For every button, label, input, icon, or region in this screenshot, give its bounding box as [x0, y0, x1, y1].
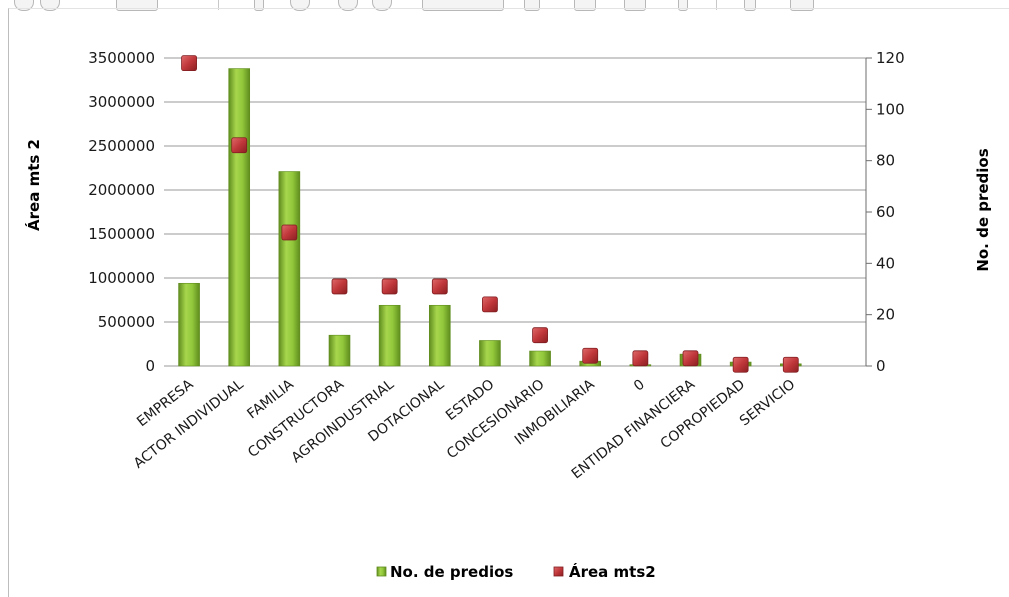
- bar: [529, 350, 551, 367]
- y-tick-label-left: 2000000: [88, 181, 155, 199]
- marker-series: [181, 55, 799, 373]
- legend: No. de predios Área mts2: [376, 562, 656, 581]
- marker-point: [281, 224, 298, 241]
- grid-icon[interactable]: [524, 0, 540, 11]
- input-box[interactable]: [422, 0, 504, 11]
- bar-series: [178, 68, 802, 367]
- marker-point: [582, 347, 599, 364]
- bar: [178, 282, 200, 367]
- bar: [278, 171, 301, 367]
- legend-swatch-bars: [376, 566, 387, 577]
- bar: [328, 334, 351, 367]
- marker-point: [431, 278, 448, 295]
- y-tick-label-left: 500000: [98, 313, 155, 331]
- marker-point: [331, 278, 348, 295]
- y-tick-label-right: 100: [876, 100, 905, 118]
- marker-point: [782, 356, 799, 373]
- y-axis-title-left: Área mts 2: [24, 139, 43, 231]
- align-icon[interactable]: [574, 0, 596, 11]
- y-tick-label-left: 3500000: [88, 49, 155, 67]
- y-tick-label-left: 0: [145, 357, 155, 375]
- marker-point: [231, 137, 248, 154]
- legend-swatch-markers: [553, 566, 564, 577]
- y-axis-title-right: No. de predios: [974, 148, 992, 271]
- x-tick-label: SERVICIO: [737, 377, 798, 430]
- bar: [428, 304, 451, 367]
- y-tick-label-left: 1000000: [88, 269, 155, 287]
- cursor-icon[interactable]: [744, 0, 756, 11]
- toolbar-separator: [218, 0, 219, 10]
- marker-point: [381, 278, 398, 295]
- y-tick-label-right: 0: [876, 357, 886, 375]
- y-tick-label-right: 60: [876, 203, 895, 221]
- pointer-icon[interactable]: [254, 0, 264, 11]
- y-tick-label-left: 3000000: [88, 93, 155, 111]
- y-tick-label-right: 120: [876, 49, 905, 67]
- x-tick-label: COPROPIEDAD: [658, 377, 748, 453]
- bar: [378, 304, 401, 367]
- bar: [479, 340, 501, 367]
- align-icon[interactable]: [624, 0, 646, 11]
- bar: [228, 68, 251, 367]
- zoom-box[interactable]: [116, 0, 158, 11]
- marker-point: [181, 55, 197, 72]
- chart-frame: [8, 8, 1009, 597]
- marker-point: [482, 296, 498, 313]
- legend-label-markers: Área mts2: [569, 562, 656, 581]
- y-tick-label-right: 40: [876, 254, 895, 272]
- marker-point: [532, 327, 548, 344]
- legend-label-bars: No. de predios: [390, 563, 513, 581]
- toolbar-separator: [716, 0, 717, 10]
- y-tick-label-right: 80: [876, 152, 895, 170]
- x-tick-label: 0: [631, 377, 648, 395]
- marker-point: [682, 350, 699, 367]
- left-axis-ticks: 0 500000 1000000 1500000 2000000 2500000 30000…: [88, 49, 155, 375]
- y-tick-label-right: 20: [876, 306, 895, 324]
- marker-point: [632, 350, 649, 367]
- toolbar: [0, 0, 1009, 12]
- gridlines: [164, 57, 866, 367]
- y-tick-label-left: 1500000: [88, 225, 155, 243]
- down-icon[interactable]: [678, 0, 688, 11]
- page-icon[interactable]: [790, 0, 814, 11]
- marker-point: [732, 356, 749, 373]
- y-tick-label-left: 2500000: [88, 137, 155, 155]
- right-axis-ticks: 0 20 40 60 80 100 120: [865, 49, 905, 375]
